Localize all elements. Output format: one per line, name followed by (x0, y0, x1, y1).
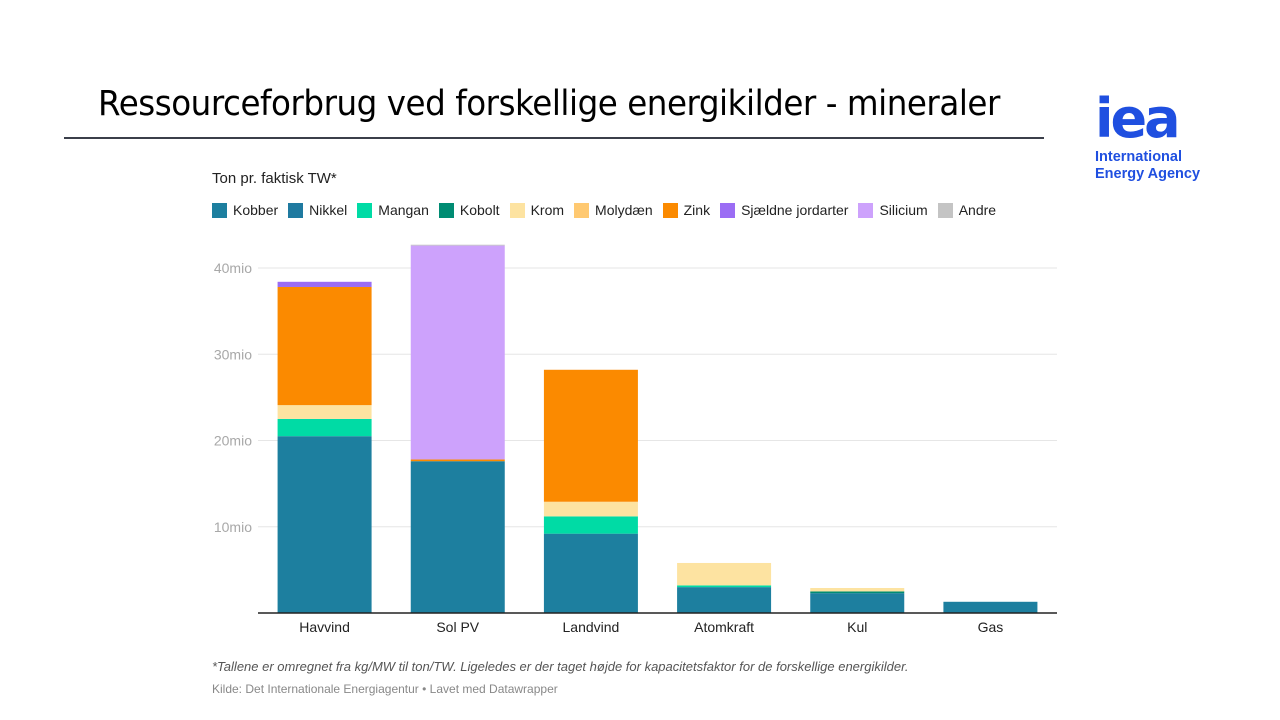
legend-item: Nikkel (288, 202, 347, 218)
chart-subtitle: Ton pr. faktisk TW* (212, 170, 337, 187)
bar-segment-zink (277, 286, 372, 406)
x-tick-label: Atomkraft (694, 619, 754, 635)
y-tick-label: 30mio (214, 346, 252, 362)
bar-segment-kobolt (810, 591, 905, 594)
legend-item: Mangan (357, 202, 429, 218)
bar-segment-zink (543, 369, 638, 502)
legend-label: Nikkel (309, 202, 348, 218)
legend-swatch (574, 202, 590, 218)
bar-segment-mangan (277, 418, 372, 437)
bar-segment-kobber (677, 587, 772, 613)
chart-note: *Tallene er omregnet fra kg/MW til ton/T… (212, 659, 909, 674)
legend-label: Silicium (879, 202, 928, 218)
legend-swatch (937, 202, 953, 218)
legend-swatch (858, 202, 874, 218)
bar-segment-krom (810, 587, 905, 592)
legend-label: Mangan (378, 202, 429, 218)
chart-legend: Kobber Nikkel Mangan Kobolt Krom Molydæn Zink S… (212, 202, 996, 218)
legend-swatch (438, 202, 454, 218)
legend-label: Kobber (233, 202, 279, 218)
legend-item: Kobolt (438, 202, 500, 218)
x-tick-label: Havvind (299, 619, 350, 635)
x-tick-label: Gas (978, 619, 1004, 635)
title-divider (64, 137, 1044, 139)
bar-segment-kobber (810, 593, 905, 613)
legend-swatch (212, 202, 227, 218)
y-tick-label: 10mio (214, 519, 252, 535)
bar-segment-silicium (410, 245, 505, 460)
legend-item: Molydæn (574, 202, 653, 218)
bar-segment-kobber (943, 601, 1038, 613)
legend-item: Silicium (858, 202, 928, 218)
bar-segment-zink (410, 459, 505, 462)
slide-title: Ressourceforbrug ved forskellige energik… (98, 84, 1000, 124)
legend-label: Sjældne jordarter (741, 202, 849, 218)
legend-swatch (720, 202, 736, 218)
bar-segment-andre (410, 244, 505, 246)
legend-swatch (662, 202, 678, 218)
legend-label: Zink (683, 202, 711, 218)
iea-logo-text: International Energy Agency (1095, 149, 1215, 183)
x-tick-label: Sol PV (436, 619, 479, 635)
iea-logo-mark: iea (1095, 87, 1181, 150)
legend-label: Kobolt (459, 202, 500, 218)
bar-segment-kobber (410, 461, 505, 613)
iea-logo: iea International Energy Agency (1095, 87, 1215, 183)
legend-item: Andre (937, 202, 997, 218)
legend-item: Krom (509, 202, 565, 218)
y-tick-label: 20mio (214, 433, 252, 449)
bar-segment-kobber (277, 436, 372, 613)
bar-segment-mangan (543, 516, 638, 534)
bar-segment-mangan (677, 585, 772, 588)
legend-item: Zink (662, 202, 711, 218)
iea-logo-line2: Energy Agency (1095, 166, 1201, 182)
legend-swatch (288, 202, 304, 218)
x-tick-label: Kul (847, 619, 867, 635)
legend-swatch (357, 202, 373, 218)
bar-segment-krom (277, 405, 372, 419)
bar-segment-krom (677, 562, 772, 586)
bar-segment-sjældne-jordarter (277, 281, 372, 287)
legend-item: Sjældne jordarter (720, 202, 848, 218)
chart-source: Kilde: Det Internationale Energiagentur … (212, 682, 558, 696)
legend-label: Andre (958, 202, 997, 218)
legend-label: Krom (530, 202, 565, 218)
bar-segment-krom (543, 501, 638, 517)
y-tick-label: 40mio (214, 260, 252, 276)
iea-logo-line1: International (1095, 149, 1183, 165)
legend-label: Molydæn (595, 202, 653, 218)
legend-item: Kobber (212, 202, 278, 218)
legend-swatch (509, 202, 525, 218)
x-tick-label: Landvind (563, 619, 620, 635)
bar-segment-kobber (543, 533, 638, 613)
